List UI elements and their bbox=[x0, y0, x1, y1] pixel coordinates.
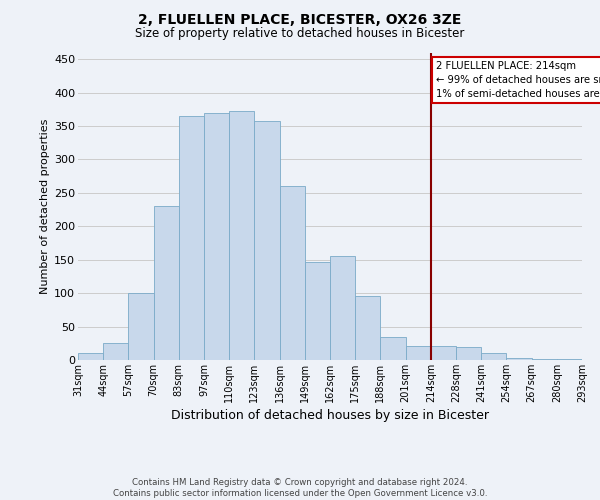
Bar bbox=[229, 110, 254, 360]
Bar bbox=[456, 346, 481, 360]
Bar bbox=[380, 338, 406, 360]
Bar bbox=[305, 262, 330, 360]
Bar bbox=[128, 293, 154, 360]
Bar bbox=[179, 116, 204, 360]
Bar bbox=[154, 206, 179, 360]
Text: 2 FLUELLEN PLACE: 214sqm
← 99% of detached houses are smaller (2,523)
1% of semi: 2 FLUELLEN PLACE: 214sqm ← 99% of detach… bbox=[436, 60, 600, 98]
Text: Contains HM Land Registry data © Crown copyright and database right 2024.
Contai: Contains HM Land Registry data © Crown c… bbox=[113, 478, 487, 498]
Bar bbox=[204, 112, 229, 360]
Bar bbox=[506, 358, 532, 360]
Bar bbox=[254, 122, 280, 360]
Text: 2, FLUELLEN PLACE, BICESTER, OX26 3ZE: 2, FLUELLEN PLACE, BICESTER, OX26 3ZE bbox=[139, 12, 461, 26]
Bar bbox=[330, 256, 355, 360]
Bar bbox=[481, 354, 506, 360]
Bar bbox=[280, 186, 305, 360]
X-axis label: Distribution of detached houses by size in Bicester: Distribution of detached houses by size … bbox=[171, 409, 489, 422]
Bar bbox=[103, 344, 128, 360]
Bar bbox=[78, 354, 103, 360]
Bar bbox=[431, 346, 456, 360]
Bar bbox=[355, 296, 380, 360]
Bar bbox=[406, 346, 431, 360]
Text: Size of property relative to detached houses in Bicester: Size of property relative to detached ho… bbox=[136, 28, 464, 40]
Y-axis label: Number of detached properties: Number of detached properties bbox=[40, 118, 50, 294]
